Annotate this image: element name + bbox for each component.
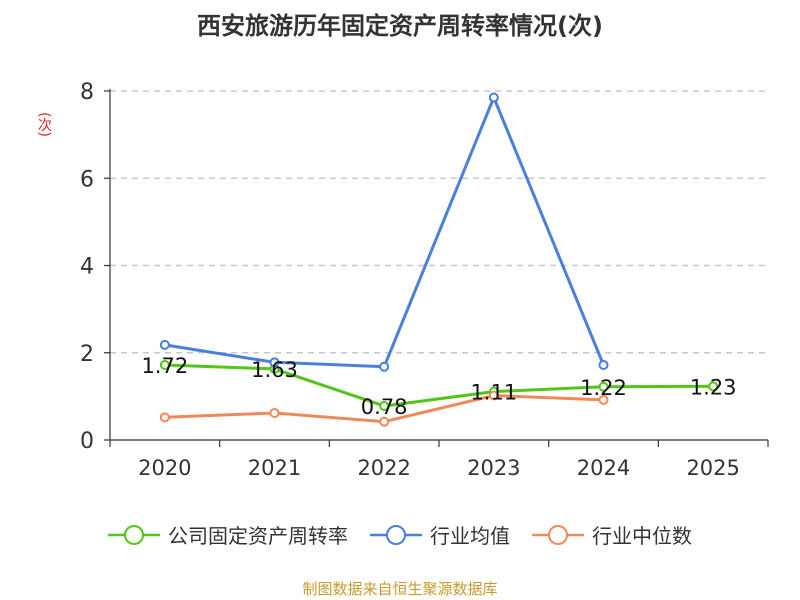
data-label: 1.63 [251,358,298,382]
series-lines [159,92,719,427]
y-tick-label: 4 [80,255,94,280]
data-point [598,359,609,370]
data-label: 0.78 [361,395,408,419]
data-point [488,92,499,103]
data-point [269,357,280,368]
y-tick-label: 2 [80,342,94,367]
axes: 0 2 4 6 8 2020 2021 2022 2023 2024 2025 [80,80,769,480]
legend-line-marker-icon [370,524,422,545]
x-tick-label: 2025 [686,456,739,480]
data-label: 1.11 [470,381,517,405]
y-tick-label: 6 [80,167,94,192]
legend: 公司固定资产周转率 行业均值 行业中位数 [0,520,800,549]
x-tick-label: 2022 [357,456,410,480]
y-tick-label: 0 [80,429,94,454]
x-tick-label: 2023 [467,456,520,480]
x-tick-label: 2024 [577,456,630,480]
legend-item-industry-median[interactable]: 行业中位数 [532,520,692,549]
legend-label: 公司固定资产周转率 [168,524,348,548]
data-source-note: 制图数据来自恒生聚源数据库 [302,580,498,598]
data-label: 1.23 [690,375,737,399]
data-label: 1.22 [580,376,627,400]
data-point [598,394,609,405]
y-axis-unit-label: (次) [36,112,52,137]
data-point [159,412,170,423]
x-tick-label: 2021 [248,456,301,480]
legend-item-company[interactable]: 公司固定资产周转率 [108,520,348,549]
data-point [159,339,170,350]
grid-lines [110,90,768,354]
data-point [708,381,719,392]
legend-line-marker-icon [108,524,160,545]
data-point [379,400,390,411]
series-line-1 [164,96,605,369]
data-point [379,361,390,372]
data-point [159,359,170,370]
data-point [598,381,609,392]
data-point [269,407,280,418]
legend-label: 行业中位数 [592,524,692,548]
legend-item-industry-mean[interactable]: 行业均值 [370,520,510,549]
legend-line-marker-icon [532,524,584,545]
data-point [488,390,499,401]
chart-title: 西安旅游历年固定资产周转率情况(次) [197,12,603,40]
x-tick-label: 2020 [138,456,191,480]
legend-label: 行业均值 [430,524,510,548]
y-tick-label: 8 [80,80,94,105]
data-labels: 1.72 1.63 0.78 1.11 1.22 1.23 [141,354,736,419]
series-line-0 [164,363,714,408]
data-label: 1.72 [141,354,188,378]
data-point [379,416,390,427]
